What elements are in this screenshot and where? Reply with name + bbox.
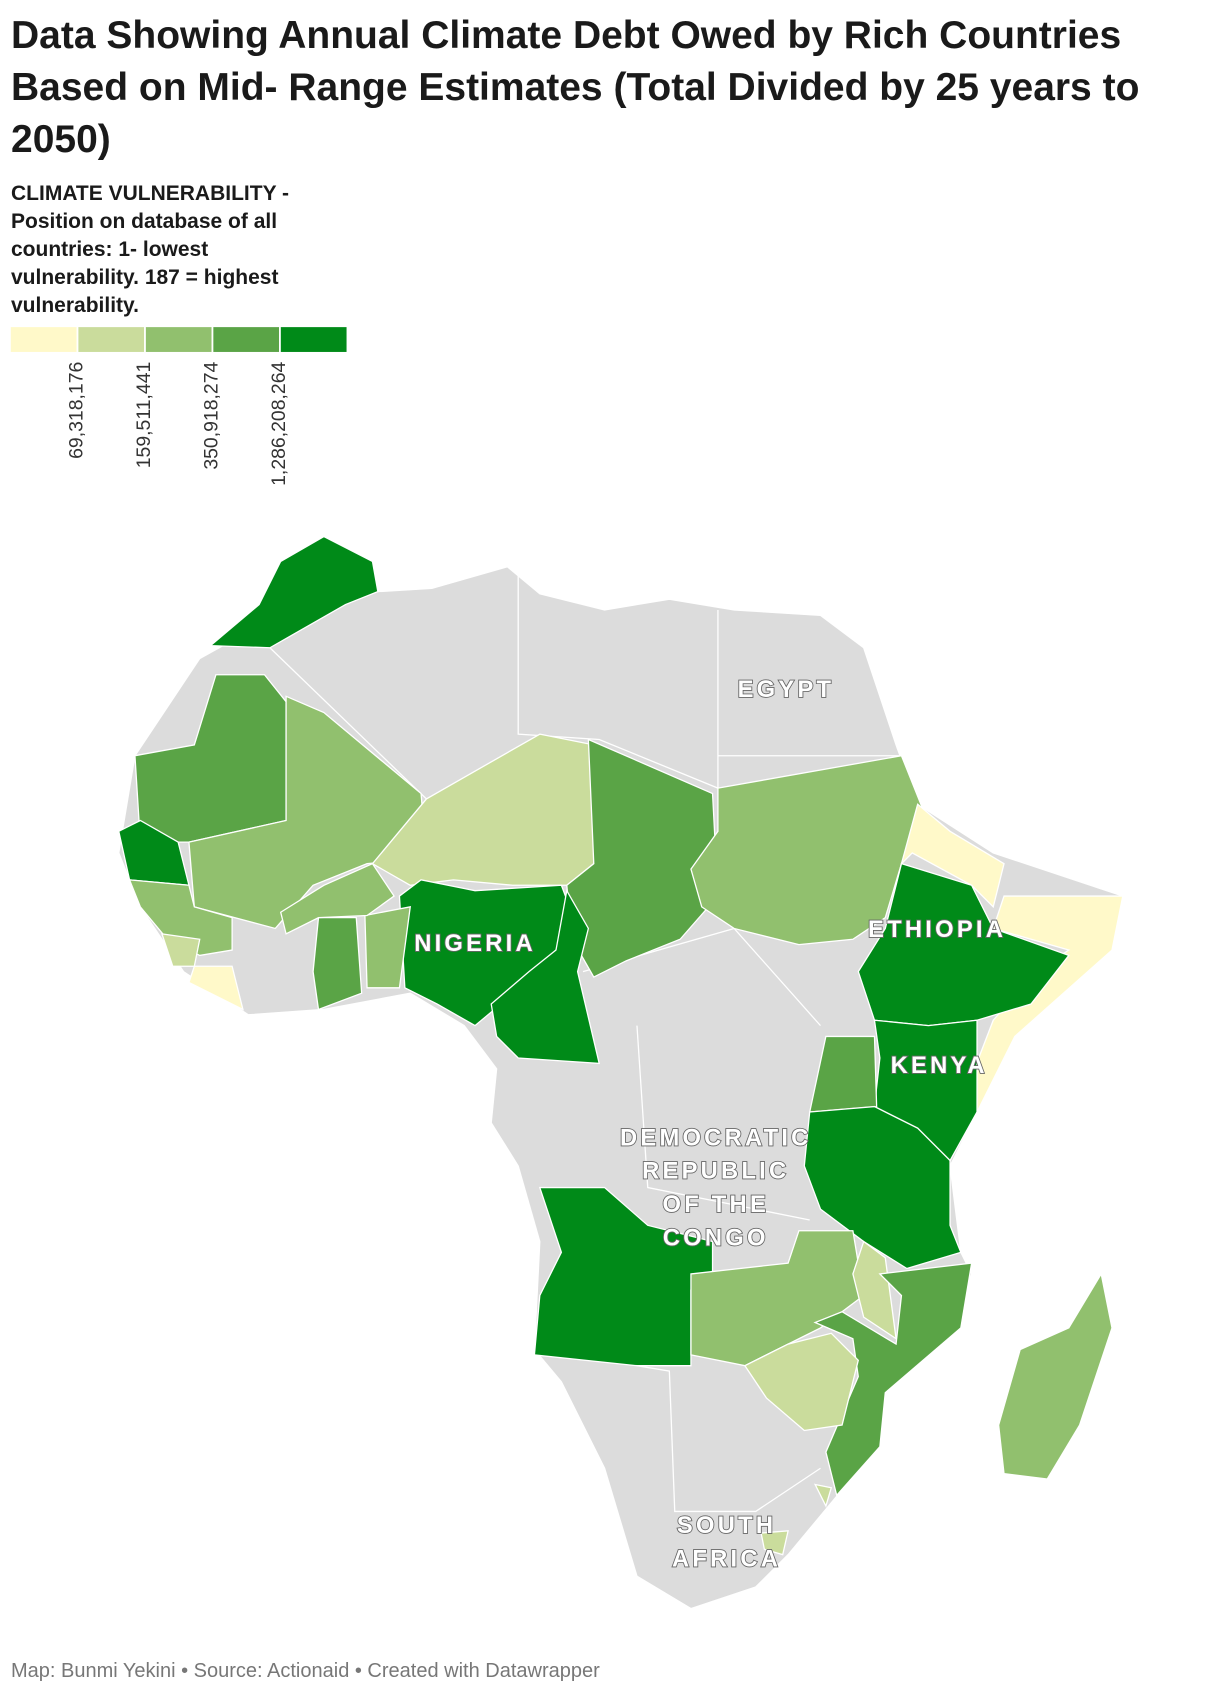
map-label: DEMOCRATIC	[620, 1124, 812, 1151]
legend-tick-label: 350,918,274	[201, 361, 223, 469]
legend-tick-label: 159,511,441	[133, 362, 155, 469]
border	[636, 1025, 810, 1221]
country	[188, 695, 428, 930]
map-labels: EGYPT NIGERIA ETHIOPIA KENYA DEMOCRATIC REPUB…	[413, 675, 1006, 1573]
map-label: ETHIOPIA	[868, 916, 1006, 943]
legend-tick-label: 69,318,176	[66, 362, 88, 459]
countries	[118, 535, 1124, 1556]
legend-swatch	[213, 327, 280, 352]
map-label: EGYPT	[738, 676, 835, 703]
legend-swatch	[10, 327, 77, 352]
country	[128, 879, 233, 957]
country	[900, 803, 1005, 909]
country	[490, 888, 601, 1065]
country	[208, 535, 379, 649]
legend-description: CLIMATE VULNERABILITY - Position on data…	[11, 182, 290, 317]
map-label: REPUBLIC	[642, 1158, 789, 1185]
legend-swatch	[145, 327, 212, 352]
country	[803, 1105, 962, 1270]
country	[808, 1035, 878, 1113]
footer: Map: Bunmi Yekini • Source: Actionaid • …	[11, 1660, 600, 1682]
country	[760, 1530, 789, 1556]
border	[517, 566, 719, 790]
legend-swatch	[78, 327, 145, 352]
legend: 69,318,176 159,511,441 350,918,274 1,286,20…	[10, 327, 347, 486]
country	[364, 906, 412, 989]
border	[269, 647, 427, 800]
country	[852, 1240, 897, 1341]
legend-tick-label: 1,286,208,264	[268, 361, 290, 485]
map-label: KENYA	[891, 1052, 988, 1079]
map-label: CONGO	[663, 1225, 769, 1252]
country	[997, 1272, 1113, 1480]
country	[118, 819, 190, 886]
map-label: SOUTH	[677, 1512, 776, 1539]
country	[813, 1483, 833, 1508]
country	[279, 862, 395, 935]
country	[690, 754, 924, 946]
country	[134, 674, 287, 843]
title: Data Showing Annual Climate Debt Owed by…	[11, 14, 1140, 161]
country	[188, 965, 244, 1011]
map-layer: 69,318,176 159,511,441 350,918,274 1,286,20…	[10, 327, 1124, 1610]
map-label: NIGERIA	[414, 930, 536, 957]
country	[312, 917, 363, 1011]
legend-swatch	[280, 327, 347, 352]
country	[160, 933, 201, 967]
map-label: OF THE	[663, 1191, 770, 1218]
country	[743, 1332, 859, 1432]
border	[636, 1365, 821, 1513]
map-label: AFRICA	[672, 1545, 781, 1572]
